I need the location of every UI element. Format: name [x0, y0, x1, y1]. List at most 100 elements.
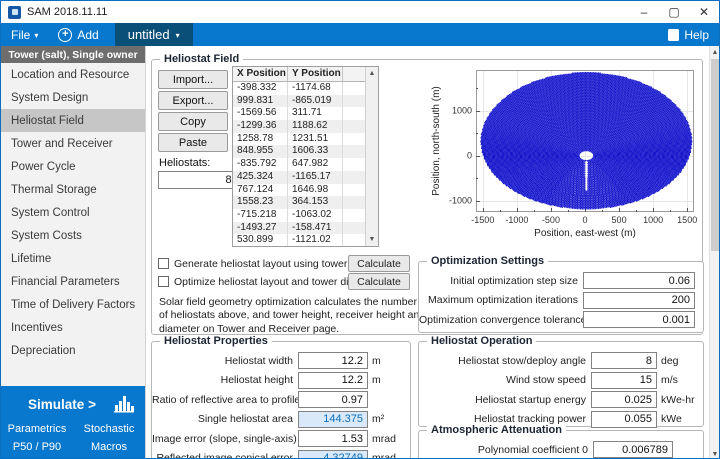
- scroll-up-icon[interactable]: ▲: [711, 48, 719, 56]
- menu-bar: File ▾ + Add untitled ▾ Help: [1, 23, 719, 46]
- scroll-down-icon[interactable]: ▼: [711, 450, 719, 458]
- minimize-button[interactable]: –: [640, 5, 648, 19]
- table-row[interactable]: 425.324 -1165.17: [233, 170, 365, 184]
- ratio-of-reflective-area-to-profile-field[interactable]: 0.97: [298, 391, 368, 408]
- table-cell[interactable]: 1188.62: [288, 120, 343, 133]
- table-cell[interactable]: 848.955: [233, 145, 288, 159]
- table-cell[interactable]: -158.471: [288, 221, 343, 235]
- table-cell[interactable]: 999.831: [233, 94, 288, 108]
- table-cell[interactable]: -835.792: [233, 158, 288, 171]
- sidebar-item-depreciation[interactable]: Depreciation: [11, 344, 76, 357]
- checkbox[interactable]: [158, 276, 169, 287]
- sidebar-item-power-cycle[interactable]: Power Cycle: [11, 160, 76, 173]
- copy-button[interactable]: Copy: [158, 112, 228, 131]
- table-row[interactable]: 848.955 1606.33: [233, 145, 365, 159]
- table-cell[interactable]: 1558.23: [233, 196, 288, 209]
- polynomial-coefficient-0-field[interactable]: 0.006789: [593, 441, 673, 458]
- table-row[interactable]: 1558.23 364.153: [233, 196, 365, 209]
- export-button[interactable]: Export...: [158, 91, 228, 110]
- table-row[interactable]: -1299.36 1188.62: [233, 120, 365, 133]
- table-cell[interactable]: -1174.68: [288, 82, 343, 95]
- file-menu[interactable]: File ▾: [1, 23, 48, 46]
- table-cell[interactable]: -1165.17: [288, 170, 343, 184]
- sidebar-link-parametrics[interactable]: Parametrics: [7, 423, 67, 435]
- heliostat-startup-energy-field[interactable]: 0.025: [591, 391, 657, 408]
- sidebar-item-incentives[interactable]: Incentives: [11, 321, 63, 334]
- sidebar-item-heliostat-field[interactable]: Heliostat Field: [1, 109, 145, 132]
- heliostat-stow-deploy-angle-field[interactable]: 8: [591, 352, 657, 369]
- import-button[interactable]: Import...: [158, 70, 228, 89]
- sidebar-item-system-design[interactable]: System Design: [11, 91, 89, 104]
- sidebar-link-macros[interactable]: Macros: [90, 441, 128, 453]
- initial-optimization-step-size-field[interactable]: 0.06: [583, 272, 695, 289]
- paste-button[interactable]: Paste: [158, 133, 228, 152]
- optimization-convergence-tolerance-field[interactable]: 0.001: [583, 311, 695, 328]
- table-row[interactable]: -835.792 647.982: [233, 158, 365, 171]
- table-cell[interactable]: -1121.02: [288, 234, 343, 246]
- sidebar-item-system-costs[interactable]: System Costs: [11, 229, 82, 242]
- sidebar-item-tower-and-receiver[interactable]: Tower and Receiver: [11, 137, 113, 150]
- atmospheric-attenuation-title: Atmospheric Attenuation: [427, 424, 566, 436]
- sidebar-item-financial-parameters[interactable]: Financial Parameters: [11, 275, 120, 288]
- table-cell[interactable]: -398.332: [233, 82, 288, 95]
- add-case-button[interactable]: + Add: [48, 23, 108, 46]
- single-heliostat-area-field[interactable]: 144.375: [298, 410, 368, 428]
- reflected-image-conical-error-field[interactable]: 4.32749: [298, 449, 368, 458]
- heliostat-width-field[interactable]: 12.2: [298, 352, 368, 369]
- table-cell[interactable]: 1646.98: [288, 183, 343, 197]
- table-row[interactable]: 530.899 -1121.02: [233, 234, 365, 246]
- image-error-slope-single-axis--field[interactable]: 1.53: [298, 430, 368, 447]
- sidebar: Tower (salt), Single owner Location and …: [1, 46, 146, 458]
- table-cell[interactable]: 1258.78: [233, 132, 288, 146]
- table-cell[interactable]: 311.71: [288, 107, 343, 121]
- case-tab-untitled[interactable]: untitled ▾: [114, 23, 193, 46]
- sidebar-item-time-of-delivery-factors[interactable]: Time of Delivery Factors: [11, 298, 136, 311]
- heliostat-tracking-power-field[interactable]: 0.055: [591, 410, 657, 428]
- optimization-settings-title: Optimization Settings: [427, 255, 549, 267]
- table-cell[interactable]: -1493.27: [233, 221, 288, 235]
- maximize-button[interactable]: ▢: [668, 5, 680, 19]
- case-type-header: Tower (salt), Single owner: [1, 46, 145, 63]
- table-cell[interactable]: -715.218: [233, 208, 288, 222]
- scroll-up-icon[interactable]: ▲: [368, 70, 376, 77]
- table-row[interactable]: -1493.27 -158.471: [233, 221, 365, 235]
- sidebar-item-lifetime[interactable]: Lifetime: [11, 252, 52, 265]
- sidebar-item-location-and-resource[interactable]: Location and Resource: [11, 68, 130, 81]
- simulate-button[interactable]: Simulate >: [28, 396, 96, 412]
- scroll-down-icon[interactable]: ▼: [368, 236, 376, 243]
- table-cell[interactable]: -865.019: [288, 94, 343, 108]
- heliostat-height-field[interactable]: 12.2: [298, 371, 368, 389]
- table-cell[interactable]: 1231.51: [288, 132, 343, 146]
- sidebar-link-p50-p90[interactable]: P50 / P90: [12, 441, 62, 453]
- sidebar-item-thermal-storage[interactable]: Thermal Storage: [11, 183, 97, 196]
- table-cell[interactable]: -1299.36: [233, 120, 288, 133]
- close-button[interactable]: ✕: [698, 5, 710, 19]
- table-row[interactable]: 1258.78 1231.51: [233, 132, 365, 146]
- table-cell[interactable]: -1063.02: [288, 208, 343, 222]
- calculate-button[interactable]: Calculate: [348, 255, 410, 272]
- table-row[interactable]: -715.218 -1063.02: [233, 208, 365, 222]
- table-cell[interactable]: 647.982: [288, 158, 343, 171]
- table-row[interactable]: -1569.56 311.71: [233, 107, 365, 121]
- maximum-optimization-iterations-field[interactable]: 200: [583, 291, 695, 309]
- table-cell[interactable]: 767.124: [233, 183, 288, 197]
- page-scrollbar[interactable]: ▲ ▼: [709, 46, 719, 458]
- table-cell[interactable]: 364.153: [288, 196, 343, 209]
- table-row[interactable]: 767.124 1646.98: [233, 183, 365, 197]
- field-unit: deg: [661, 354, 679, 367]
- table-row[interactable]: -398.332 -1174.68: [233, 82, 365, 95]
- calculate-button[interactable]: Calculate: [348, 273, 410, 290]
- wind-stow-speed-field[interactable]: 15: [591, 371, 657, 389]
- sidebar-item-system-control[interactable]: System Control: [11, 206, 90, 219]
- help-button[interactable]: Help: [658, 23, 719, 46]
- table-cell[interactable]: 425.324: [233, 170, 288, 184]
- field-unit: m/s: [661, 374, 678, 386]
- checkbox[interactable]: [158, 258, 169, 269]
- table-cell[interactable]: 530.899: [233, 234, 288, 246]
- sidebar-link-stochastic[interactable]: Stochastic: [83, 423, 135, 435]
- table-cell[interactable]: -1569.56: [233, 107, 288, 121]
- table-row[interactable]: 999.831 -865.019: [233, 94, 365, 108]
- scrollbar-thumb[interactable]: [711, 59, 719, 251]
- table-cell[interactable]: 1606.33: [288, 145, 343, 159]
- table-scrollbar[interactable]: ▲ ▼: [365, 67, 378, 246]
